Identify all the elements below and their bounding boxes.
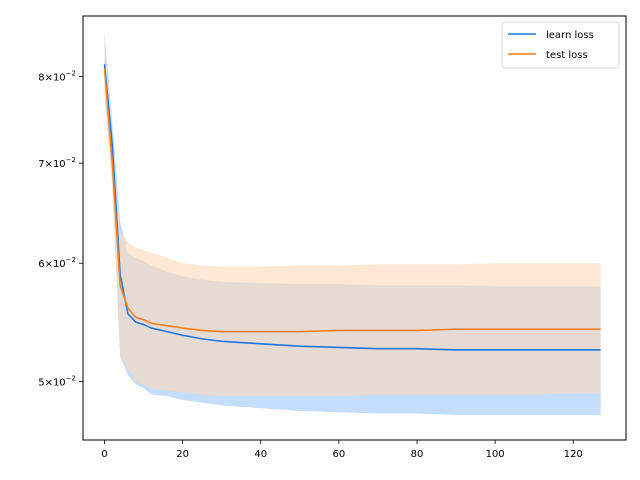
x-tick-label: 80 — [411, 449, 424, 460]
y-axis-ticks: 5×10−2 6×10−2 7×10−2 8×10−2 — [38, 69, 83, 389]
x-tick-label: 40 — [254, 449, 267, 460]
legend: learn loss test loss — [501, 21, 620, 69]
series-lines — [103, 64, 601, 351]
x-axis-ticks: 0 20 40 60 80 100 120 — [101, 440, 583, 460]
x-tick-label: 60 — [333, 449, 346, 460]
plot-area-frame — [82, 15, 627, 441]
line-1 — [103, 68, 601, 333]
y-tick-label: 7×10−2 — [38, 156, 76, 170]
legend-label-0: learn loss — [546, 30, 594, 41]
confidence-bands — [104, 33, 601, 415]
y-tick-label: 5×10−2 — [38, 375, 76, 389]
x-tick-label: 0 — [101, 449, 107, 460]
x-tick-label: 120 — [564, 449, 583, 460]
y-tick-label: 8×10−2 — [38, 69, 76, 83]
band-1 — [104, 44, 601, 397]
x-tick-label: 100 — [486, 449, 505, 460]
x-tick-label: 20 — [176, 449, 189, 460]
line-0 — [103, 64, 601, 351]
legend-label-1: test loss — [546, 50, 588, 61]
legend-box — [501, 21, 620, 69]
y-tick-label: 6×10−2 — [38, 256, 76, 270]
